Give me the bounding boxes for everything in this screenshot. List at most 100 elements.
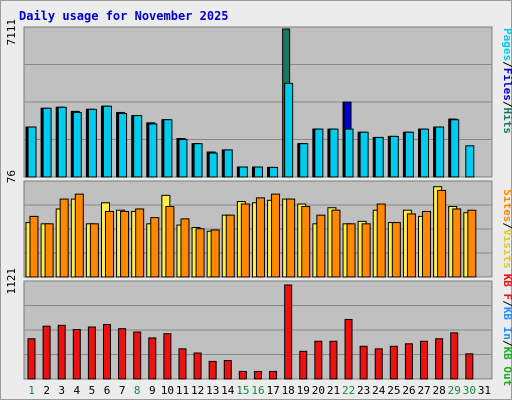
day-label-26: 26: [402, 384, 415, 397]
pages-bar-day-20: [314, 128, 324, 178]
top-legend-part-1: /: [501, 61, 512, 68]
kbf-bar-day-21: [329, 340, 338, 380]
pages-bar-day-27: [420, 128, 430, 178]
day-label-10: 10: [161, 384, 174, 397]
pages-bar-day-12: [193, 143, 203, 178]
kbf-bar-day-26: [404, 343, 413, 380]
sites-bar-day-27: [422, 210, 432, 278]
sites-bar-day-24: [376, 203, 386, 278]
day-label-21: 21: [327, 384, 340, 397]
sites-bar-day-3: [59, 198, 69, 278]
day-label-7: 7: [119, 384, 126, 397]
day-label-14: 14: [221, 384, 235, 397]
middle-legend-part-2: Visits: [501, 229, 512, 269]
pages-bar-day-13: [208, 152, 218, 178]
kbf-bar-day-23: [359, 345, 368, 380]
day-label-12: 12: [191, 384, 204, 397]
kbf-bar-day-27: [420, 340, 429, 380]
chart-title: Daily usage for November 2025: [19, 9, 229, 23]
kbf-bar-day-7: [118, 328, 127, 380]
sites-bar-day-29: [452, 208, 462, 278]
day-label-16: 16: [251, 384, 264, 397]
pages-bar-day-5: [87, 108, 97, 178]
sites-bar-day-28: [437, 189, 447, 278]
day-label-6: 6: [104, 384, 111, 397]
pages-bar-day-2: [42, 107, 52, 178]
sites-bar-day-21: [331, 209, 341, 278]
kbf-bar-day-11: [178, 348, 187, 380]
day-label-15: 15: [236, 384, 249, 397]
pages-bar-day-17: [269, 166, 279, 178]
kbf-bar-day-30: [465, 353, 474, 380]
kbf-bar-day-19: [299, 350, 308, 380]
day-label-27: 27: [417, 384, 430, 397]
day-label-22: 22: [342, 384, 355, 397]
middle-legend: Sites/Visits: [501, 189, 512, 269]
kbf-bar-day-24: [374, 348, 383, 380]
sites-bar-day-7: [120, 210, 130, 278]
kbf-bar-day-8: [133, 331, 142, 380]
day-label-4: 4: [74, 384, 81, 397]
bottom-legend-part-0: KB F: [501, 274, 512, 301]
pages-bar-day-29: [450, 119, 460, 178]
day-label-2: 2: [43, 384, 50, 397]
kbf-bar-day-15: [238, 370, 247, 380]
sites-bar-day-11: [180, 218, 190, 278]
pages-bar-day-30: [465, 145, 475, 178]
pages-bar-day-8: [133, 115, 143, 178]
kbf-bar-day-25: [389, 345, 398, 380]
pages-bar-day-15: [238, 166, 248, 178]
day-label-17: 17: [266, 384, 279, 397]
kbf-bar-day-18: [284, 284, 293, 380]
sites-bar-day-2: [44, 223, 54, 278]
day-label-13: 13: [206, 384, 219, 397]
top-legend-part-0: Pages: [501, 28, 512, 61]
sites-bar-day-23: [361, 223, 371, 278]
kbf-bar-day-13: [208, 360, 217, 380]
bottom-legend-part-2: KB In: [501, 307, 512, 340]
kbf-bar-day-22: [344, 318, 353, 380]
pages-bar-day-18: [284, 82, 294, 178]
sites-bar-day-22: [346, 223, 356, 278]
top-legend: Pages/Files/Hits: [501, 28, 512, 134]
sites-bar-day-13: [210, 229, 220, 278]
sites-bar-day-30: [467, 209, 477, 278]
day-label-8: 8: [134, 384, 141, 397]
kbf-bar-day-2: [42, 325, 51, 380]
sites-bar-day-20: [316, 214, 326, 278]
sites-bar-day-16: [255, 197, 265, 278]
kbf-bar-day-10: [163, 333, 172, 380]
middle-legend-part-1: /: [501, 222, 512, 229]
day-label-19: 19: [297, 384, 310, 397]
kbf-bar-day-17: [269, 370, 278, 380]
day-label-24: 24: [372, 384, 386, 397]
sites-bar-day-26: [406, 213, 416, 278]
day-label-28: 28: [433, 384, 446, 397]
kbf-bar-day-29: [450, 332, 459, 380]
top-legend-part-3: /: [501, 101, 512, 108]
day-label-3: 3: [58, 384, 65, 397]
pages-bar-day-23: [359, 131, 369, 178]
kbf-bar-day-16: [253, 370, 262, 380]
pages-bar-day-6: [102, 105, 112, 178]
sites-bar-day-14: [225, 214, 235, 278]
pages-bar-day-1: [27, 126, 37, 178]
pages-bar-day-19: [299, 143, 309, 178]
kbf-bar-day-6: [102, 323, 111, 380]
bottom-legend: KB F/KB In/KB Out: [501, 274, 512, 387]
pages-bar-day-22: [344, 128, 354, 178]
kbf-bar-day-3: [57, 324, 66, 380]
sites-bar-day-9: [150, 217, 160, 278]
sites-bar-day-5: [89, 223, 99, 278]
pages-bar-day-25: [389, 135, 399, 178]
sites-bar-day-4: [74, 193, 84, 278]
kbf-bar-day-14: [223, 360, 232, 380]
pages-bar-day-24: [374, 136, 384, 178]
pages-bar-day-21: [329, 128, 339, 178]
day-label-29: 29: [448, 384, 461, 397]
pages-bar-day-26: [404, 131, 414, 178]
top-legend-part-4: Hits: [501, 108, 512, 135]
sites-bar-day-1: [29, 215, 39, 278]
day-label-18: 18: [282, 384, 295, 397]
day-label-11: 11: [176, 384, 189, 397]
